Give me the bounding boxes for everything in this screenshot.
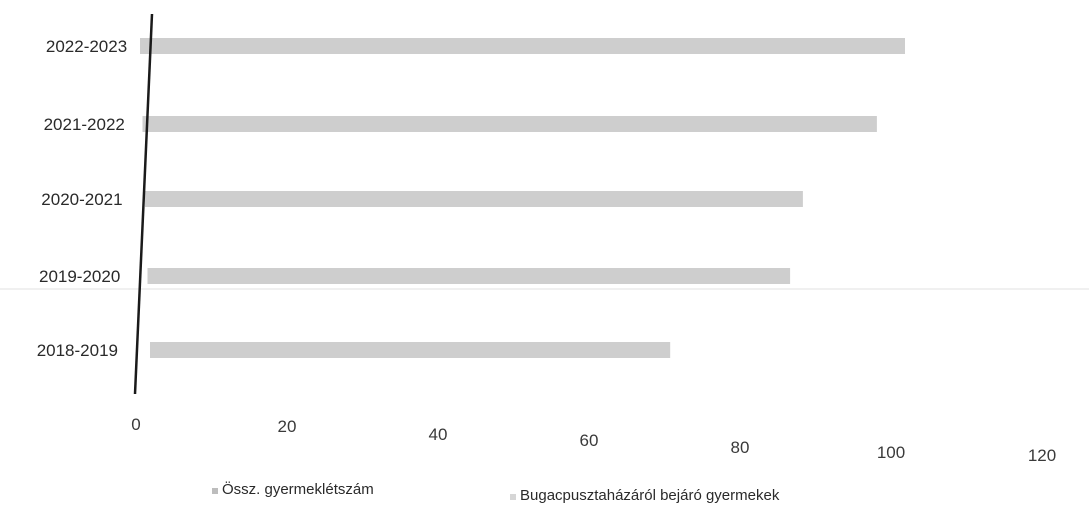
legend: Össz. gyermeklétszám Bugacpusztaházáról b… [212, 480, 780, 504]
bars-layer [140, 38, 905, 358]
y-tick-label-2021-2022: 2021-2022 [44, 115, 125, 134]
y-tick-label-2020-2021: 2020-2021 [41, 190, 122, 209]
bar-2021-2022-series-0 [142, 116, 877, 132]
y-axis-line [133, 13, 154, 395]
x-tick-label-40: 40 [429, 425, 448, 444]
x-tick-label-80: 80 [731, 438, 750, 457]
x-tick-label-100: 100 [877, 443, 905, 462]
bar-2018-2019-series-0 [150, 342, 671, 358]
y-tick-label-2018-2019: 2018-2019 [37, 341, 118, 360]
bar-2022-2023-series-0 [140, 38, 905, 54]
bar-2019-2020-series-0 [147, 268, 791, 284]
x-tick-label-0: 0 [131, 415, 140, 434]
y-tick-label-2019-2020: 2019-2020 [39, 267, 120, 286]
x-tick-labels: 0 20 40 60 80 100 120 [131, 415, 1056, 465]
legend-label-1: Bugacpusztaházáról bejáró gyermekek [520, 487, 780, 504]
x-tick-label-60: 60 [580, 431, 599, 450]
legend-label-0: Össz. gyermeklétszám [222, 480, 374, 498]
bar-2020-2021-series-0 [145, 191, 803, 207]
y-tick-labels: 2018-2019 2019-2020 2020-2021 2021-2022 2022… [37, 37, 128, 360]
x-tick-label-120: 120 [1028, 446, 1056, 465]
legend-swatch-1 [510, 494, 516, 500]
x-tick-label-20: 20 [278, 417, 297, 436]
y-tick-label-2022-2023: 2022-2023 [46, 37, 127, 56]
legend-swatch-0 [212, 488, 218, 494]
